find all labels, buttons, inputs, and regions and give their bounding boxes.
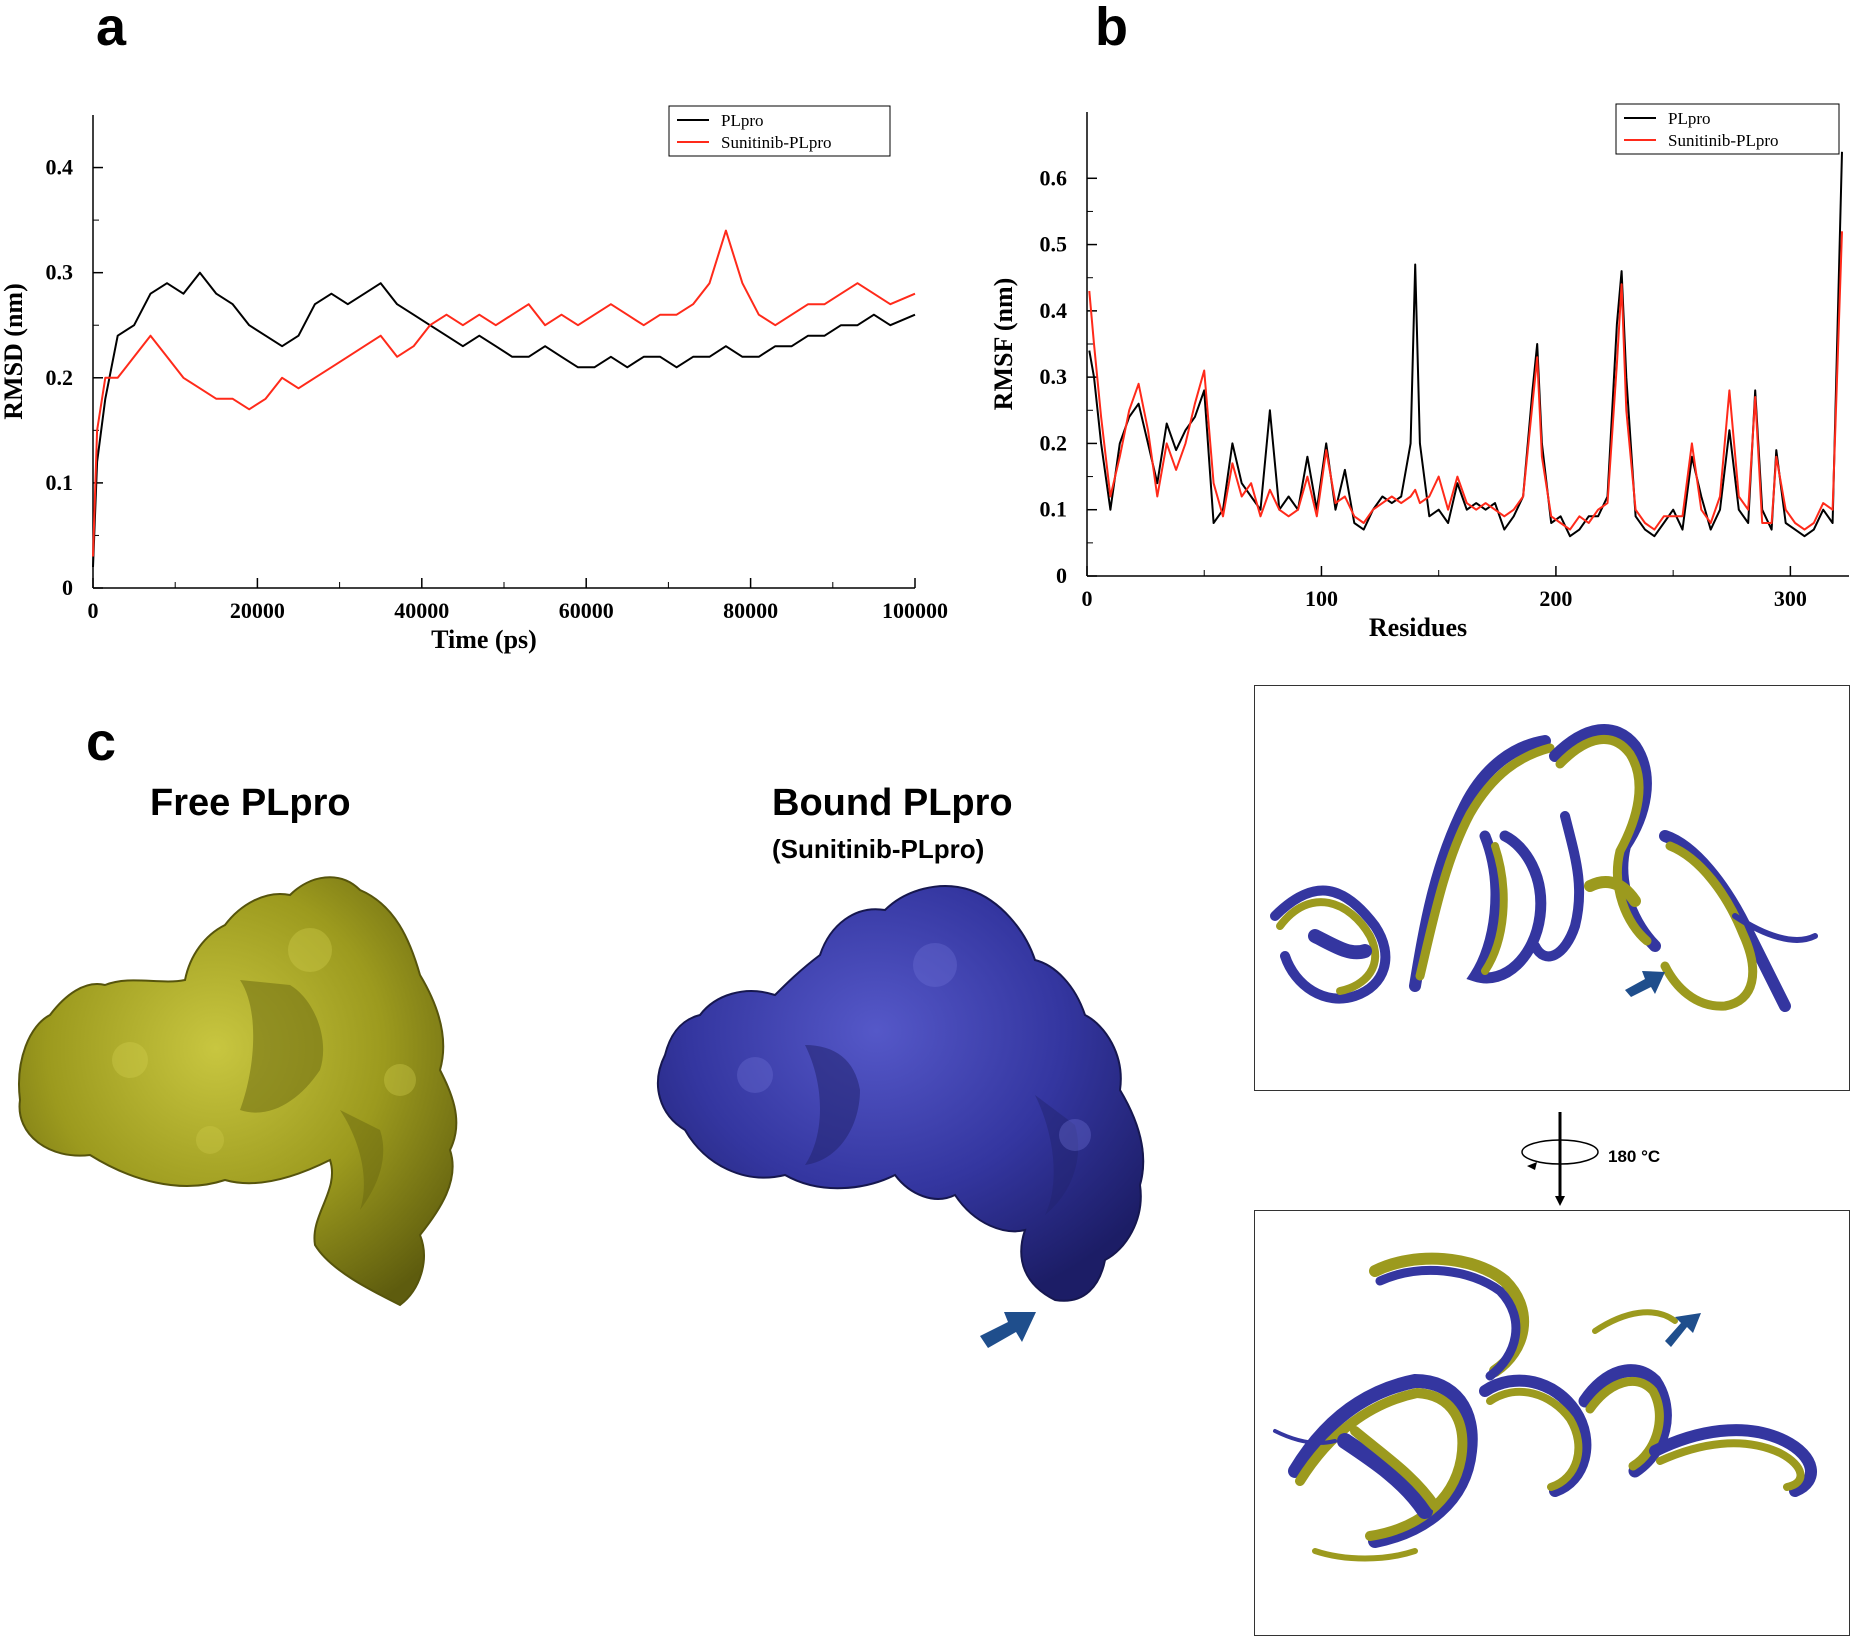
- x-tick-label-b: 200: [1539, 586, 1572, 611]
- panel-label-c: c: [86, 712, 117, 772]
- superposition-view-top: [1254, 685, 1850, 1091]
- x-axis-title-a: Time (ps): [431, 625, 537, 654]
- y-tick-label-a: 0.1: [46, 470, 74, 495]
- x-tick-label-b: 300: [1774, 586, 1807, 611]
- x-tick-label-b: 100: [1305, 586, 1338, 611]
- bound-plpro-subtitle: (Sunitinib-PLpro): [772, 834, 985, 864]
- y-tick-label-b: 0.2: [1040, 430, 1068, 455]
- superposition-bottom-arrow-icon: [1665, 1313, 1701, 1347]
- x-axis-title-b: Residues: [1369, 613, 1467, 642]
- y-tick-label-a: 0.3: [46, 260, 74, 285]
- y-tick-label-b: 0.6: [1040, 165, 1068, 190]
- rmsf-chart: 0 100 200 300 0 0.1 0.2 0.3 0.4 0.5 0.6 Residues RMS…: [0, 0, 1863, 670]
- y-tick-label-b: 0.5: [1040, 232, 1068, 257]
- ribbon-overlay-bottom: [1273, 1252, 1817, 1562]
- y-tick-label-b: 0.3: [1040, 364, 1068, 389]
- x-tick-label-a: 20000: [230, 598, 285, 623]
- series-line-b-plpro: [1088, 151, 1843, 538]
- y-axis-title-b: RMSF (nm): [989, 278, 1018, 411]
- legend-box-a: [668, 105, 891, 157]
- rotation-axis-icon: [1521, 1112, 1599, 1206]
- legend-label-a: Sunitinib-PLpro: [721, 133, 832, 152]
- bound-plpro-surface: [656, 885, 1145, 1302]
- rmsd-chart-svg: 0 20000 40000 60000 80000 100000 0 0.1 0.2 0.3 0.4…: [0, 105, 948, 654]
- series-line-a-sunitinib-plpro: [92, 229, 916, 557]
- rmsd-chart: 0 20000 40000 60000 80000 100000 0 0.1 0.2 0.3 0.4…: [0, 0, 960, 670]
- ribbon-overlay-top: [1270, 724, 1818, 1012]
- rotation-label: 180 °C: [1608, 1147, 1661, 1166]
- x-tick-label-a: 40000: [394, 598, 449, 623]
- x-tick-label-a: 100000: [882, 598, 948, 623]
- free-plpro-title: Free PLpro: [150, 782, 351, 824]
- x-tick-label-a: 0: [88, 598, 99, 623]
- series-line-b-sunitinib-plpro: [1088, 231, 1843, 531]
- y-tick-label-b: 0.4: [1040, 298, 1068, 323]
- x-tick-label-b: 0: [1082, 586, 1093, 611]
- y-tick-label-b: 0: [1056, 563, 1067, 588]
- legend-label-a: PLpro: [721, 111, 764, 130]
- x-tick-label-a: 60000: [559, 598, 614, 623]
- bound-plpro-title: Bound PLpro: [772, 782, 1013, 824]
- x-tick-label-a: 80000: [723, 598, 778, 623]
- y-tick-label-a: 0.4: [46, 155, 74, 180]
- legend-label-b: PLpro: [1668, 109, 1711, 128]
- panel-label-a: a: [96, 0, 127, 57]
- legend-label-b: Sunitinib-PLpro: [1668, 131, 1779, 150]
- superposition-view-bottom: [1254, 1210, 1850, 1636]
- y-tick-label-a: 0.2: [46, 365, 74, 390]
- y-tick-label-a: 0: [62, 575, 73, 600]
- bound-surface-arrow-icon: [980, 1312, 1036, 1348]
- free-plpro-surface: [18, 876, 458, 1307]
- rmsf-chart-svg: 0 100 200 300 0 0.1 0.2 0.3 0.4 0.5 0.6 Residues RMS…: [989, 103, 1849, 642]
- legend-box-b: [1615, 103, 1840, 155]
- panel-label-b: b: [1095, 0, 1128, 57]
- y-axis-title-a: RMSD (nm): [0, 283, 28, 420]
- series-line-a-plpro: [92, 271, 916, 568]
- superposition-top-arrow-icon: [1625, 971, 1665, 997]
- y-tick-label-b: 0.1: [1040, 497, 1068, 522]
